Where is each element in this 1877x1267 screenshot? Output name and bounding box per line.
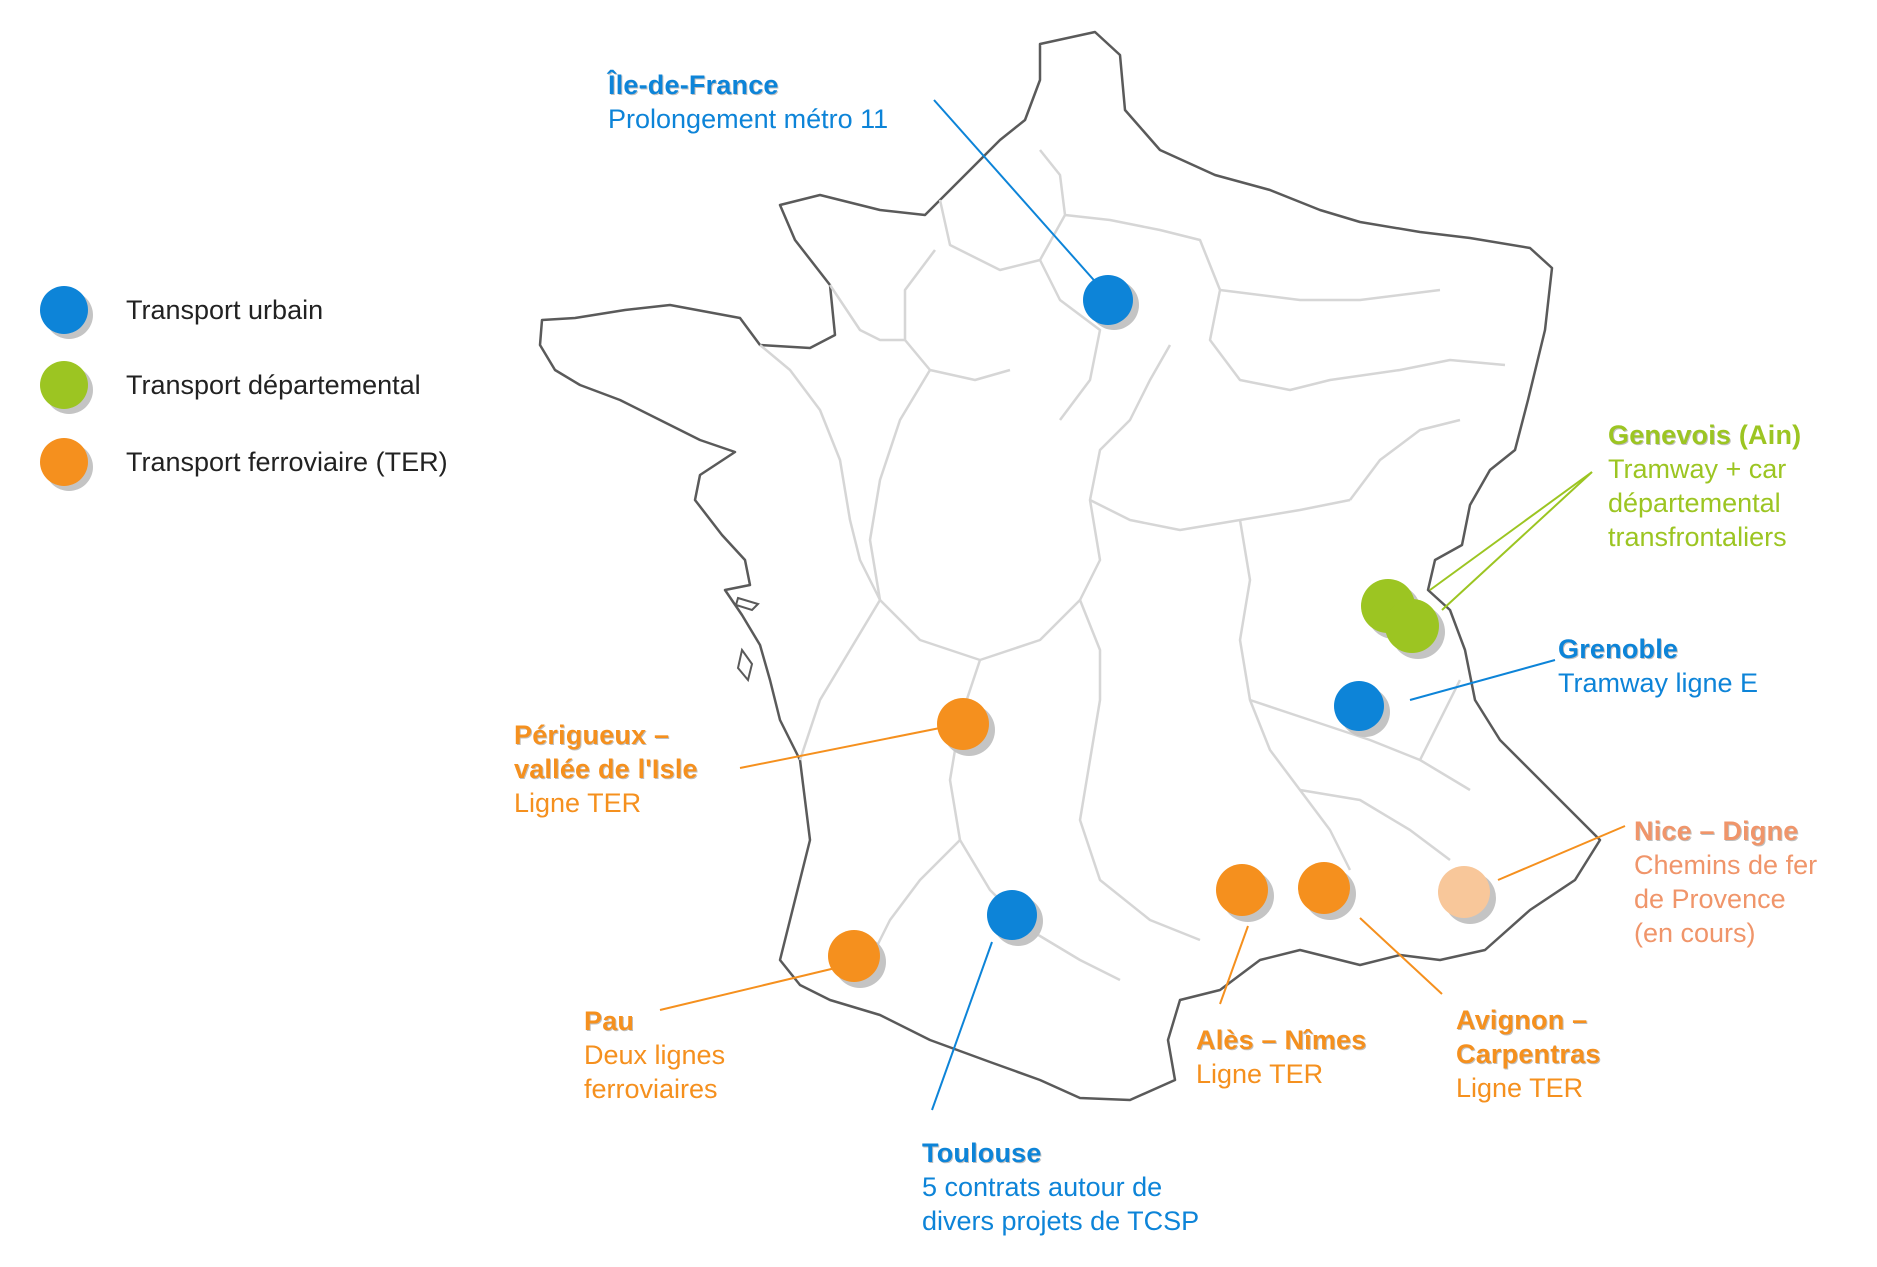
callout-perigueux-line: Ligne TER	[514, 788, 642, 818]
callout-pau-title: Pau	[584, 1006, 635, 1036]
callout-avignon-title-1: Avignon –	[1456, 1005, 1588, 1035]
callout-ales-line: Ligne TER	[1196, 1059, 1324, 1089]
callout-nice-line-1: Chemins de fer	[1634, 850, 1818, 880]
callout-nice: Nice – Digne Chemins de fer de Provence …	[1634, 814, 1817, 950]
marker-genevois-2	[1385, 599, 1439, 653]
callout-perigueux-title-2: vallée de l'Isle	[514, 754, 698, 784]
callout-toulouse-title: Toulouse	[922, 1138, 1042, 1168]
marker-iledefrance	[1083, 275, 1133, 325]
connector-iledefrance	[933, 99, 1109, 297]
callout-genevois-line-1: Tramway + car	[1608, 454, 1787, 484]
connector-nice	[1497, 825, 1626, 881]
callout-iledefrance: Île-de-France Prolongement métro 11	[608, 68, 888, 136]
markers	[828, 275, 1496, 988]
connector-toulouse	[931, 941, 993, 1111]
connector-perigueux	[739, 726, 946, 769]
callout-perigueux-title-1: Périgueux –	[514, 720, 670, 750]
green-dot-icon	[40, 361, 88, 409]
callout-genevois-title: Genevois	[1608, 420, 1732, 450]
legend-label-urbain: Transport urbain	[126, 294, 324, 325]
blue-dot-icon	[40, 286, 88, 334]
callout-pau: Pau Deux lignes ferroviaires	[584, 1004, 725, 1106]
connector-genevois-2	[1441, 471, 1593, 611]
legend-label-ter: Transport ferroviaire (TER)	[126, 446, 448, 477]
connector-avignon	[1359, 917, 1443, 995]
callout-genevois-title-suffix: (Ain)	[1731, 420, 1802, 450]
marker-pau	[828, 930, 880, 982]
connector-genevois-1	[1429, 471, 1593, 591]
legend-label-departemental: Transport départemental	[126, 369, 421, 400]
callout-avignon-line: Ligne TER	[1456, 1073, 1584, 1103]
connector-pau	[659, 964, 849, 1011]
callout-avignon-title-2: Carpentras	[1456, 1039, 1601, 1069]
island-re	[734, 596, 760, 612]
connector-grenoble	[1409, 659, 1556, 701]
callout-nice-title: Nice – Digne	[1634, 816, 1799, 846]
marker-toulouse	[987, 890, 1037, 940]
callout-nice-line-2: de Provence	[1634, 884, 1786, 914]
connector-ales	[1219, 925, 1249, 1005]
callout-pau-line-2: ferroviaires	[584, 1074, 718, 1104]
callout-toulouse: Toulouse 5 contrats autour de divers pro…	[922, 1136, 1199, 1238]
callout-nice-line-3: (en cours)	[1634, 918, 1756, 948]
callout-genevois-line-3: transfrontaliers	[1608, 522, 1787, 552]
callout-ales: Alès – Nîmes Ligne TER	[1196, 1023, 1367, 1091]
callout-toulouse-line-2: divers projets de TCSP	[922, 1206, 1200, 1236]
callout-ales-title: Alès – Nîmes	[1196, 1025, 1367, 1055]
island-oleron	[736, 647, 754, 683]
callout-avignon: Avignon – Carpentras Ligne TER	[1456, 1003, 1601, 1105]
marker-perigueux	[937, 698, 989, 750]
marker-grenoble	[1334, 681, 1384, 731]
legend-item-ter: Transport ferroviaire (TER)	[40, 432, 448, 492]
marker-nice	[1438, 866, 1490, 918]
callout-perigueux: Périgueux – vallée de l'Isle Ligne TER	[514, 718, 698, 820]
callout-genevois: Genevois (Ain) Tramway + car département…	[1608, 418, 1801, 554]
marker-avignon	[1298, 862, 1350, 914]
callout-genevois-line-2: départemental	[1608, 488, 1781, 518]
region-borders	[759, 149, 1506, 982]
legend-item-urbain: Transport urbain	[40, 280, 323, 340]
callout-grenoble: Grenoble Tramway ligne E	[1558, 632, 1758, 700]
legend-item-departemental: Transport départemental	[40, 355, 421, 415]
callout-iledefrance-line: Prolongement métro 11	[608, 104, 889, 134]
callout-grenoble-line: Tramway ligne E	[1558, 668, 1759, 698]
marker-ales	[1216, 864, 1268, 916]
callout-iledefrance-title: Île-de-France	[608, 70, 779, 100]
orange-dot-icon	[40, 438, 88, 486]
connector-lines	[659, 99, 1626, 1111]
callout-toulouse-line-1: 5 contrats autour de	[922, 1172, 1163, 1202]
callout-grenoble-title: Grenoble	[1558, 634, 1679, 664]
france-outline	[538, 30, 1602, 1102]
callout-pau-line-1: Deux lignes	[584, 1040, 726, 1070]
